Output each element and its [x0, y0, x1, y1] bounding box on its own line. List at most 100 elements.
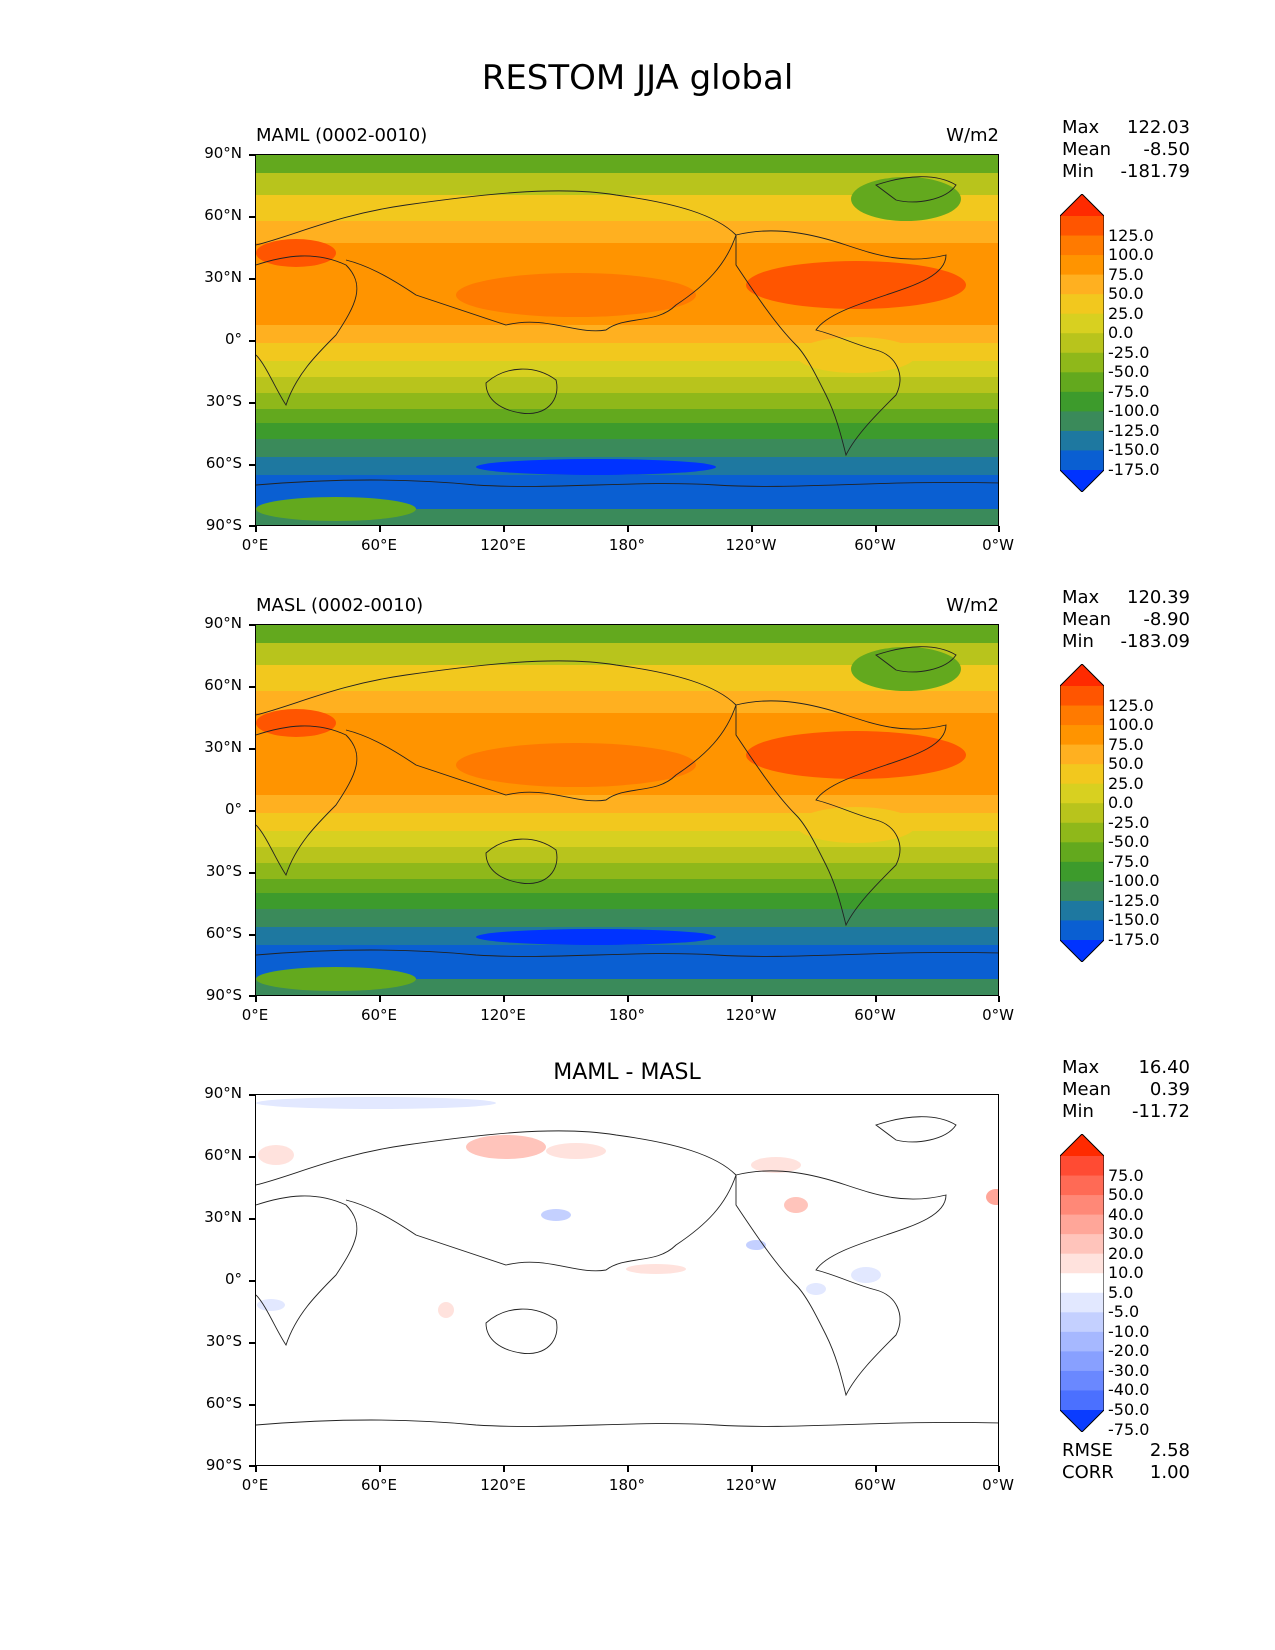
lat-label: 0° — [224, 800, 242, 818]
lat-label: 60°N — [204, 676, 242, 694]
lon-label: 0°E — [241, 1006, 269, 1024]
lon-label: 60°E — [360, 1006, 398, 1024]
colorbar-segment — [1060, 313, 1104, 334]
colorbar-segment — [1060, 1370, 1104, 1391]
colorbar-tick-label: -5.0 — [1108, 1302, 1140, 1322]
colorbar — [1060, 664, 1104, 962]
colorbar — [1060, 194, 1104, 492]
colorbar-segment — [1060, 274, 1104, 295]
lon-label: 180° — [608, 1476, 646, 1494]
colorbar-tick-label: -150.0 — [1108, 440, 1160, 460]
lat-label: 30°N — [204, 268, 242, 286]
lon-label: 0°W — [982, 1476, 1014, 1494]
colorbar-tick-label: -125.0 — [1108, 890, 1160, 910]
colorbar-tick-label: -100.0 — [1108, 401, 1160, 421]
stat-min: -181.79 — [1120, 161, 1190, 182]
colorbar-tick-label: 0.0 — [1108, 793, 1134, 813]
stat-min-label: Min — [1062, 631, 1094, 652]
lon-label: 120°E — [480, 1006, 526, 1024]
panel-title-left: MASL (0002-0010) — [256, 595, 424, 616]
stats-box: Max 120.39 Mean -8.90 Min -183.09 — [1062, 587, 1190, 653]
colorbar-segment — [1060, 1175, 1104, 1196]
colorbar-tick-label: 50.0 — [1108, 284, 1144, 304]
colorbar-segment — [1060, 900, 1104, 921]
colorbar-segment — [1060, 861, 1104, 882]
lat-label: 0° — [224, 1270, 242, 1288]
colorbar-segment — [1060, 352, 1104, 373]
lon-label: 60°E — [360, 1476, 398, 1494]
colorbar-segment — [1060, 255, 1104, 276]
colorbar-segment — [1060, 1156, 1104, 1177]
colorbar-tick-label: 75.0 — [1108, 264, 1144, 284]
lat-label: 30°S — [205, 392, 242, 410]
colorbar-segment — [1060, 333, 1104, 354]
colorbar-tick-label: -75.0 — [1108, 381, 1150, 401]
stat-mean: -8.50 — [1143, 139, 1190, 160]
lat-label: 30°N — [204, 738, 242, 756]
colorbar-segment — [1060, 803, 1104, 824]
rmse-label: RMSE — [1062, 1440, 1113, 1461]
lat-label: 90°S — [205, 986, 242, 1004]
colorbar-tick-label: 20.0 — [1108, 1243, 1144, 1263]
colorbar-segment — [1060, 822, 1104, 843]
colorbar-segment — [1060, 470, 1104, 492]
map-diff — [255, 1094, 999, 1466]
lon-label: 180° — [608, 1006, 646, 1024]
colorbar-segment — [1060, 920, 1104, 941]
colorbar-tick-label: 125.0 — [1108, 225, 1154, 245]
colorbar-segment — [1060, 764, 1104, 785]
stat-max: 120.39 — [1127, 587, 1190, 608]
colorbar-segment — [1060, 1331, 1104, 1352]
colorbar-tick-label: -150.0 — [1108, 910, 1160, 930]
colorbar-segment — [1060, 1253, 1104, 1274]
lat-label: 60°N — [204, 1146, 242, 1164]
colorbar-segment — [1060, 216, 1104, 237]
colorbar-tick-label: -175.0 — [1108, 930, 1160, 949]
lat-label: 60°S — [205, 1394, 242, 1412]
colorbar-tick-label: -25.0 — [1108, 342, 1150, 362]
lon-label: 60°W — [854, 1006, 896, 1024]
colorbar-segment — [1060, 1214, 1104, 1235]
corr-value: 1.00 — [1149, 1462, 1190, 1483]
stats-box: Max 122.03 Mean -8.50 Min -181.79 — [1062, 117, 1190, 183]
lat-label: 90°N — [204, 144, 242, 162]
colorbar-tick-label: 100.0 — [1108, 715, 1154, 735]
lat-label: 90°N — [204, 614, 242, 632]
colorbar-segment — [1060, 235, 1104, 256]
colorbar-segment — [1060, 744, 1104, 765]
colorbar-tick-label: -50.0 — [1108, 1400, 1150, 1419]
colorbar-segment — [1060, 725, 1104, 746]
lon-label: 120°W — [725, 1006, 777, 1024]
lat-label: 90°N — [204, 1084, 242, 1102]
colorbar-segment — [1060, 783, 1104, 804]
stat-min: -183.09 — [1120, 631, 1190, 652]
colorbar-tick-label: 75.0 — [1108, 734, 1144, 754]
colorbar-tick-label: 25.0 — [1108, 303, 1144, 323]
colorbar-tick-label: 125.0 — [1108, 695, 1154, 715]
stat-min-label: Min — [1062, 161, 1094, 182]
lat-label: 90°S — [205, 516, 242, 534]
stat-min-label: Min — [1062, 1101, 1094, 1122]
colorbar-tick-label: 10.0 — [1108, 1263, 1144, 1283]
panel-units: W/m2 — [946, 125, 999, 146]
restom-field-map — [256, 155, 998, 525]
colorbar-segment — [1060, 430, 1104, 451]
lon-label: 120°W — [725, 1476, 777, 1494]
stat-mean: -8.90 — [1143, 609, 1190, 630]
figure-title: RESTOM JJA global — [481, 58, 794, 98]
colorbar-tick-label: -50.0 — [1108, 832, 1150, 852]
colorbar-segment — [1060, 450, 1104, 471]
colorbar-tick-label: 50.0 — [1108, 1185, 1144, 1205]
lon-label: 60°W — [854, 1476, 896, 1494]
colorbar-segment — [1060, 1134, 1104, 1156]
lon-label: 120°E — [480, 1476, 526, 1494]
colorbar-segment — [1060, 881, 1104, 902]
colorbar — [1060, 1134, 1104, 1432]
colorbar-segment — [1060, 1390, 1104, 1411]
colorbar-tick-label: -40.0 — [1108, 1380, 1150, 1400]
colorbar-segment — [1060, 842, 1104, 863]
colorbar-tick-label: -75.0 — [1108, 851, 1150, 871]
colorbar-tick-label: 25.0 — [1108, 773, 1144, 793]
difference-map — [256, 1095, 998, 1465]
colorbar-segment — [1060, 664, 1104, 686]
